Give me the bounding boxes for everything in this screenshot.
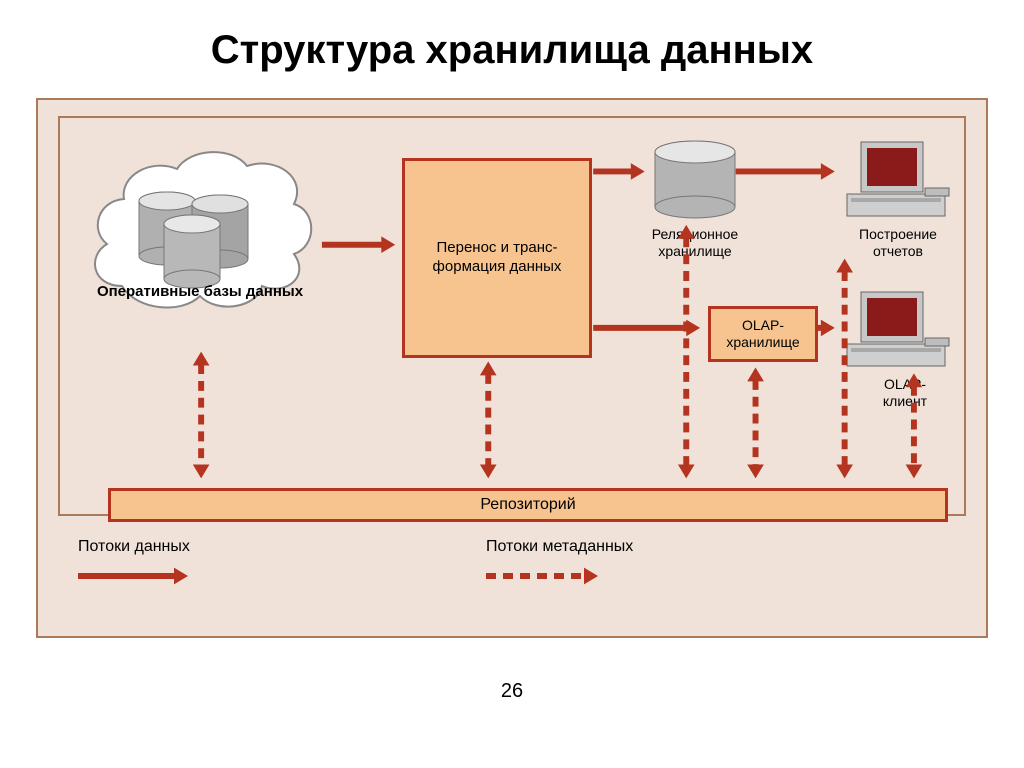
transform-box: Перенос и транс-формация данных [402, 158, 592, 358]
diagram-inner: Оперативные базы данных Перенос и транс-… [58, 116, 966, 516]
olap-storage-label: OLAP-хранилище [726, 317, 799, 352]
olap-client-label: OLAP-клиент [860, 376, 950, 410]
diagram-frame: Оперативные базы данных Перенос и транс-… [36, 98, 988, 638]
cloud-operational-db [82, 136, 322, 336]
legend-meta-flows: Потоки метаданных [486, 538, 633, 556]
relational-storage-icon [650, 140, 740, 220]
transform-label: Перенос и транс-формация данных [433, 239, 562, 277]
olap-storage-box: OLAP-хранилище [708, 306, 818, 362]
repository-box: Репозиторий [108, 488, 948, 522]
slide-title: Структура хранилища данных [0, 28, 1024, 73]
legend-data-flows: Потоки данных [78, 538, 190, 556]
monitor-reports-icon [843, 140, 953, 222]
relational-storage-label: Реляционноехранилище [630, 226, 760, 260]
repository-label: Репозиторий [480, 496, 575, 513]
cloud-label: Оперативные базы данных [90, 283, 310, 300]
reports-label: Построениеотчетов [838, 226, 958, 260]
monitor-olap-client-icon [843, 290, 953, 372]
page-number: 26 [0, 680, 1024, 703]
